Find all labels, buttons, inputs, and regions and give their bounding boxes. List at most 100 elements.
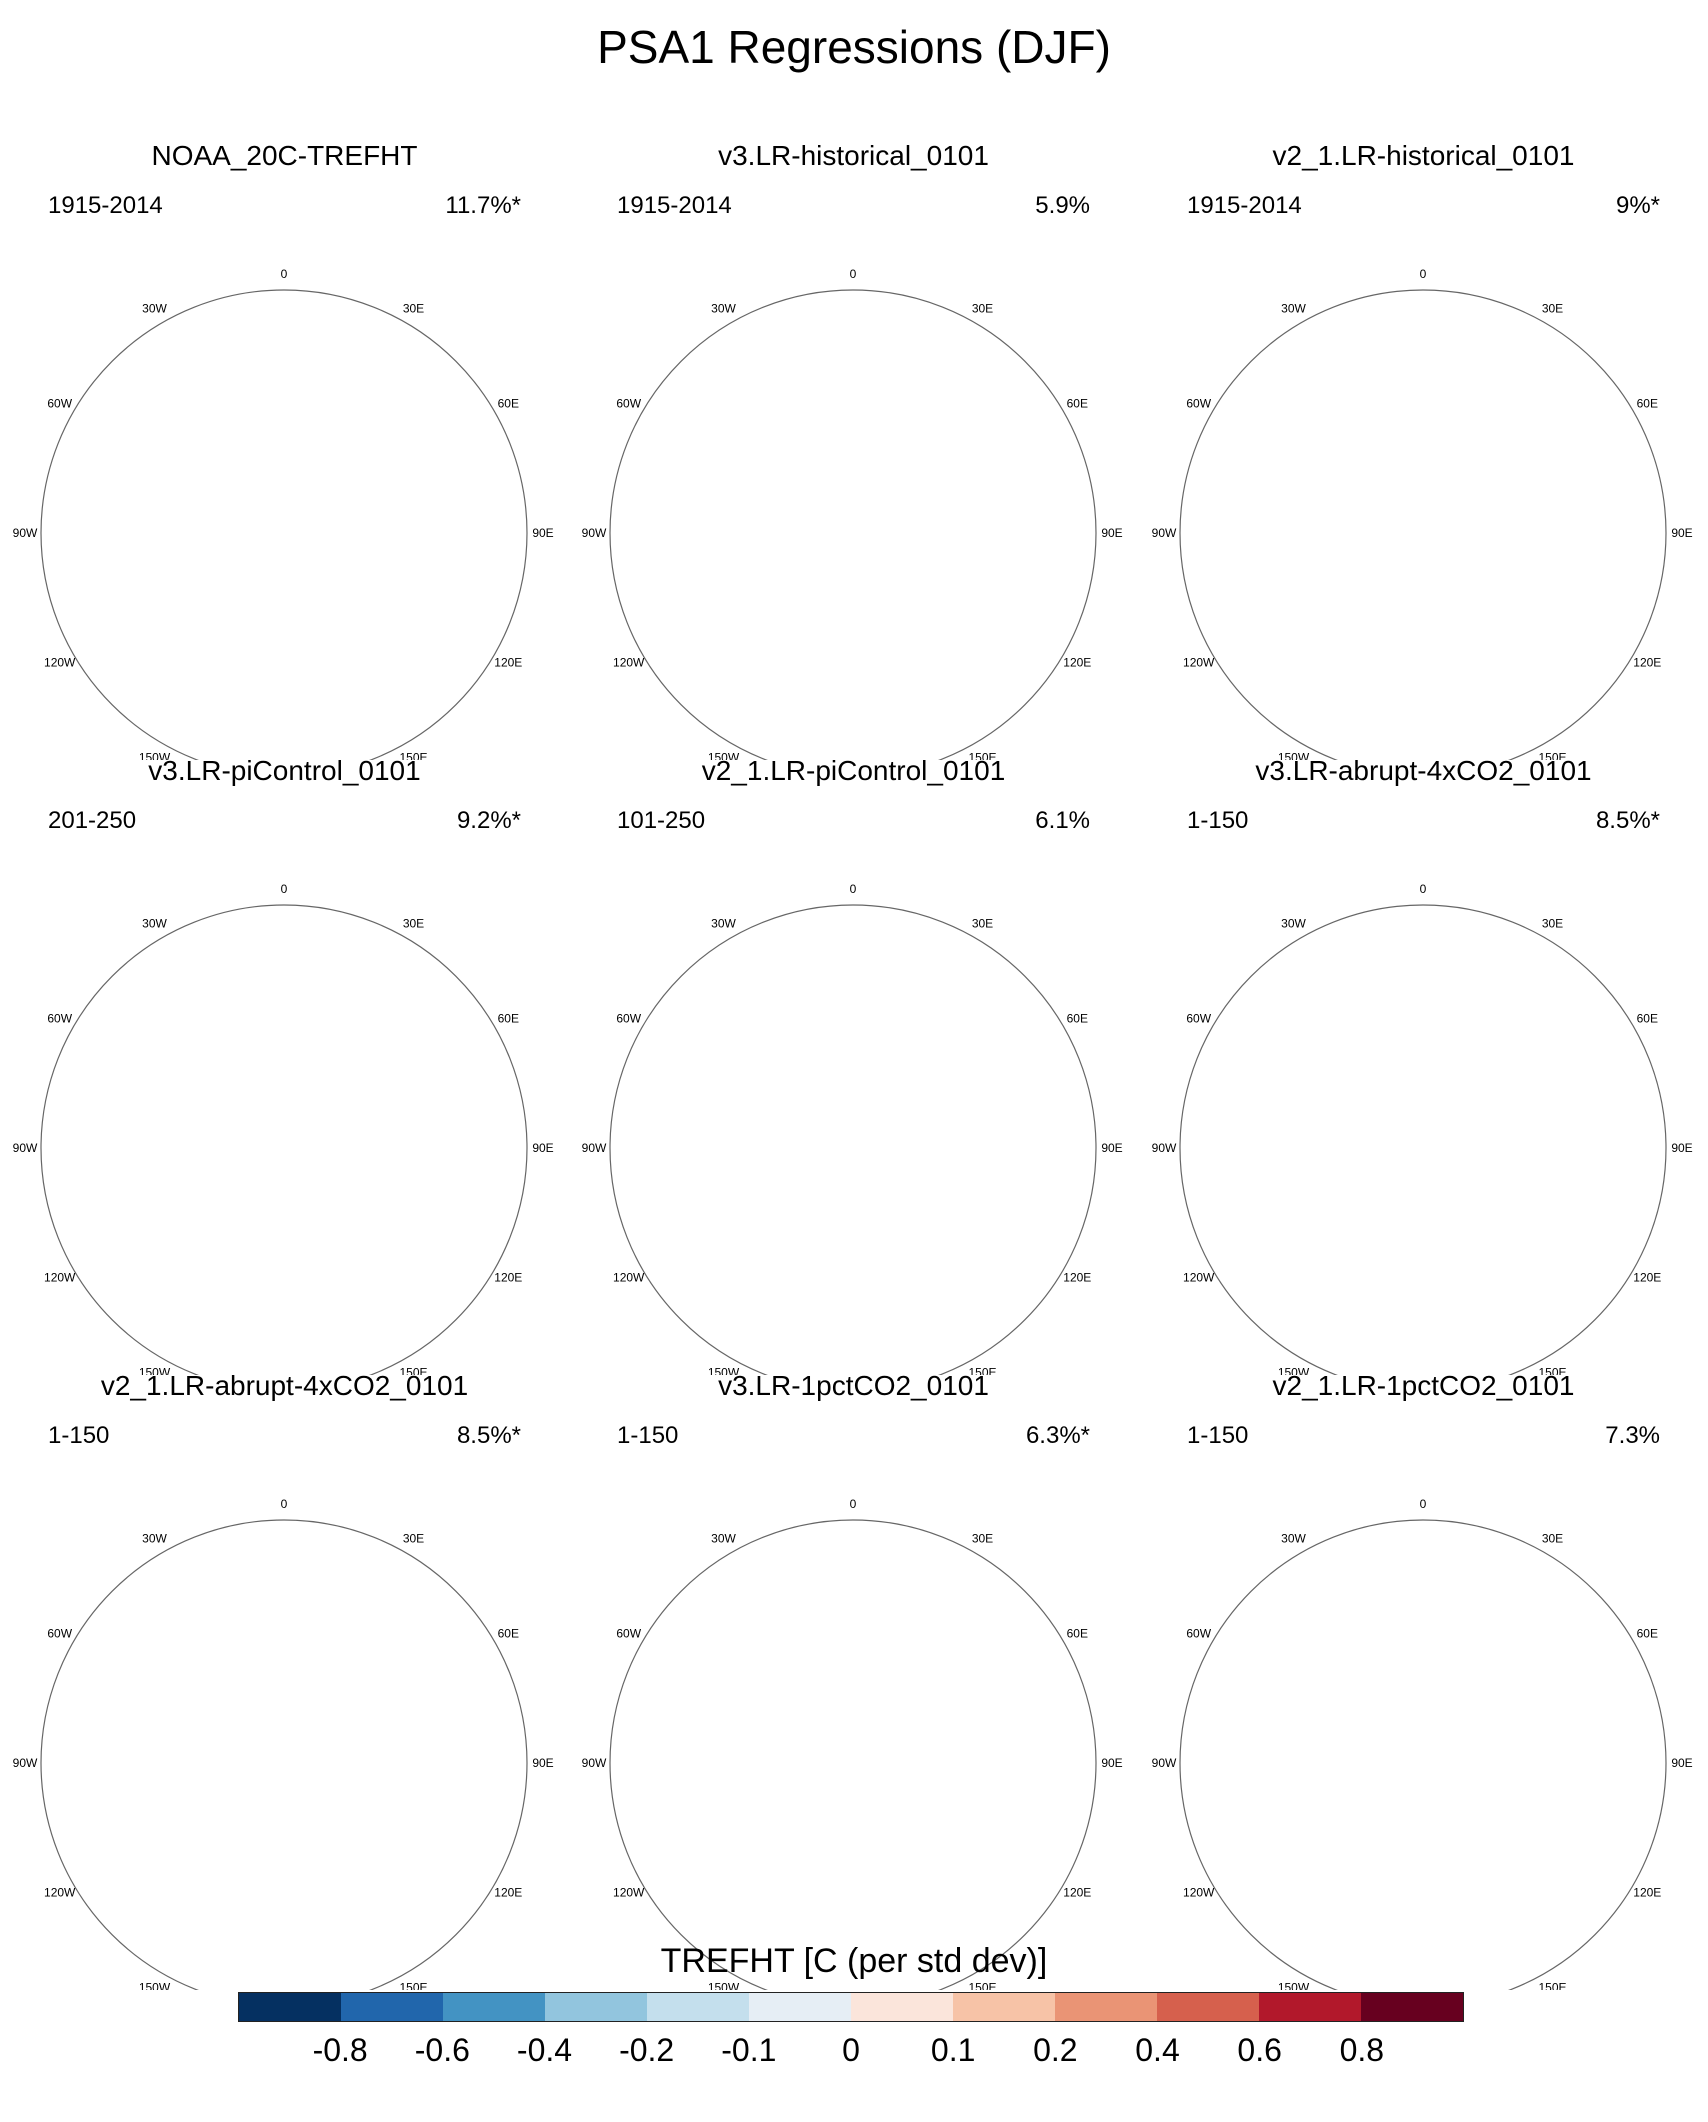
colorbar — [238, 1992, 1464, 2022]
colorbar-tick-label: 0.4 — [1135, 2032, 1180, 2068]
longitude-label: 120W — [613, 1886, 645, 1900]
longitude-label: 150W — [139, 1365, 171, 1375]
longitude-label: 150W — [1278, 1365, 1310, 1375]
longitude-label: 150E — [399, 1980, 427, 1990]
longitude-label: 150W — [139, 1980, 171, 1990]
colorbar-segment — [647, 1993, 749, 2021]
longitude-label: 30W — [711, 1532, 736, 1546]
longitude-label: 120E — [494, 656, 522, 670]
colorbar-tick-label: -0.4 — [516, 2032, 573, 2068]
colorbar-segment — [749, 1993, 851, 2021]
longitude-label: 30E — [403, 302, 424, 316]
longitude-label: 30W — [142, 917, 167, 931]
map-outline — [40, 1519, 528, 1990]
longitude-label: 30E — [972, 1532, 993, 1546]
panel-variance-pct: 8.5%* — [456, 1422, 521, 1449]
panel-variance-pct: 9.2%* — [456, 807, 521, 834]
panel-variance-pct: 9%* — [1615, 192, 1660, 219]
panel-period: 1-150 — [1187, 807, 1249, 834]
panel-period: 1915-2014 — [48, 192, 163, 219]
longitude-label: 60E — [1067, 397, 1088, 411]
panel-variance-pct: 6.3%* — [1025, 1422, 1090, 1449]
map-boundary — [610, 290, 1096, 760]
longitude-label: 60E — [1637, 1012, 1658, 1026]
longitude-label: 90W — [13, 1141, 38, 1155]
colorbar-tick-label: 0.8 — [1339, 2032, 1385, 2068]
longitude-label: 90W — [13, 526, 38, 540]
longitude-label: 0 — [1420, 1497, 1427, 1511]
longitude-label: 150W — [708, 750, 740, 760]
panel-title: NOAA_20C-TREFHT — [151, 140, 418, 171]
map-panel: 030E60E90E120E150E180150W120W90W60W30WNO… — [0, 140, 569, 760]
longitude-label: 150E — [1538, 1980, 1566, 1990]
map-outline — [1179, 904, 1667, 1375]
polar-map: 030E60E90E120E150E180150W120W90W60W30W — [582, 1497, 1123, 1990]
longitude-label: 150E — [399, 1365, 427, 1375]
panel-title: v2_1.LR-piControl_0101 — [701, 755, 1006, 786]
polar-map: 030E60E90E120E150E180150W120W90W60W30W — [1152, 1497, 1693, 1990]
map-boundary — [1180, 290, 1666, 760]
colorbar-tick-label: 0 — [842, 2032, 860, 2068]
map-boundary — [1180, 905, 1666, 1375]
longitude-label: 120W — [44, 656, 76, 670]
colorbar-segment — [341, 1993, 443, 2021]
map-panel: 030E60E90E120E150E180150W120W90W60W30Wv3… — [569, 140, 1138, 760]
panel-title: v3.LR-historical_0101 — [718, 140, 989, 171]
map-outline — [609, 1519, 1097, 1990]
longitude-label: 150E — [968, 750, 996, 760]
longitude-label: 90W — [13, 1756, 38, 1770]
longitude-label: 30W — [142, 302, 167, 316]
longitude-label: 30W — [142, 1532, 167, 1546]
longitude-label: 60W — [47, 1012, 72, 1026]
longitude-label: 150W — [708, 1980, 740, 1990]
longitude-label: 120E — [494, 1886, 522, 1900]
longitude-label: 60W — [616, 397, 641, 411]
polar-map: 030E60E90E120E150E180150W120W90W60W30W — [1152, 882, 1693, 1375]
longitude-label: 90E — [1101, 1141, 1122, 1155]
longitude-label: 150E — [1538, 750, 1566, 760]
longitude-label: 150W — [708, 1365, 740, 1375]
longitude-label: 120E — [1063, 656, 1091, 670]
longitude-label: 90W — [1152, 1756, 1177, 1770]
longitude-label: 30W — [1281, 302, 1306, 316]
panel-period: 1-150 — [48, 1422, 110, 1449]
panel-period: 1-150 — [617, 1422, 679, 1449]
panel-period: 1-150 — [1187, 1422, 1249, 1449]
polar-map: 030E60E90E120E150E180150W120W90W60W30W — [13, 267, 554, 760]
map-panel: 030E60E90E120E150E180150W120W90W60W30Wv2… — [1139, 140, 1708, 760]
map-outline — [609, 904, 1097, 1375]
longitude-label: 90E — [1101, 526, 1122, 540]
longitude-label: 30E — [972, 302, 993, 316]
panel-period: 1915-2014 — [1187, 192, 1302, 219]
polar-map: 030E60E90E120E150E180150W120W90W60W30W — [1152, 267, 1693, 760]
longitude-label: 120E — [494, 1271, 522, 1285]
longitude-label: 90W — [1152, 526, 1177, 540]
longitude-label: 0 — [1420, 882, 1427, 896]
longitude-label: 150E — [1538, 1365, 1566, 1375]
panel-period: 1915-2014 — [617, 192, 732, 219]
colorbar-tick-label: 0.2 — [1033, 2032, 1078, 2068]
longitude-label: 120W — [44, 1886, 76, 1900]
longitude-label: 150W — [1278, 1980, 1310, 1990]
longitude-label: 120E — [1063, 1271, 1091, 1285]
longitude-label: 60W — [616, 1012, 641, 1026]
longitude-label: 60E — [498, 397, 519, 411]
longitude-label: 90W — [1152, 1141, 1177, 1155]
panel-variance-pct: 11.7%* — [445, 192, 521, 219]
colorbar-segment — [953, 1993, 1055, 2021]
map-panel: 030E60E90E120E150E180150W120W90W60W30Wv2… — [569, 755, 1138, 1375]
panel-title: v2_1.LR-historical_0101 — [1272, 140, 1575, 171]
map-panel: 030E60E90E120E150E180150W120W90W60W30Wv3… — [1139, 755, 1708, 1375]
colorbar-segment — [1157, 1993, 1259, 2021]
longitude-label: 120W — [1183, 656, 1215, 670]
polar-map: 030E60E90E120E150E180150W120W90W60W30W — [582, 267, 1123, 760]
map-panel: 030E60E90E120E150E180150W120W90W60W30Wv3… — [569, 1370, 1138, 1990]
longitude-label: 60E — [1637, 397, 1658, 411]
colorbar-tick-label: -0.1 — [721, 2032, 777, 2068]
longitude-label: 90E — [1671, 1756, 1692, 1770]
map-boundary — [41, 1520, 527, 1990]
longitude-label: 0 — [850, 267, 857, 281]
longitude-label: 0 — [281, 267, 288, 281]
colorbar-tick-label: -0.2 — [619, 2032, 675, 2068]
longitude-label: 120W — [44, 1271, 76, 1285]
